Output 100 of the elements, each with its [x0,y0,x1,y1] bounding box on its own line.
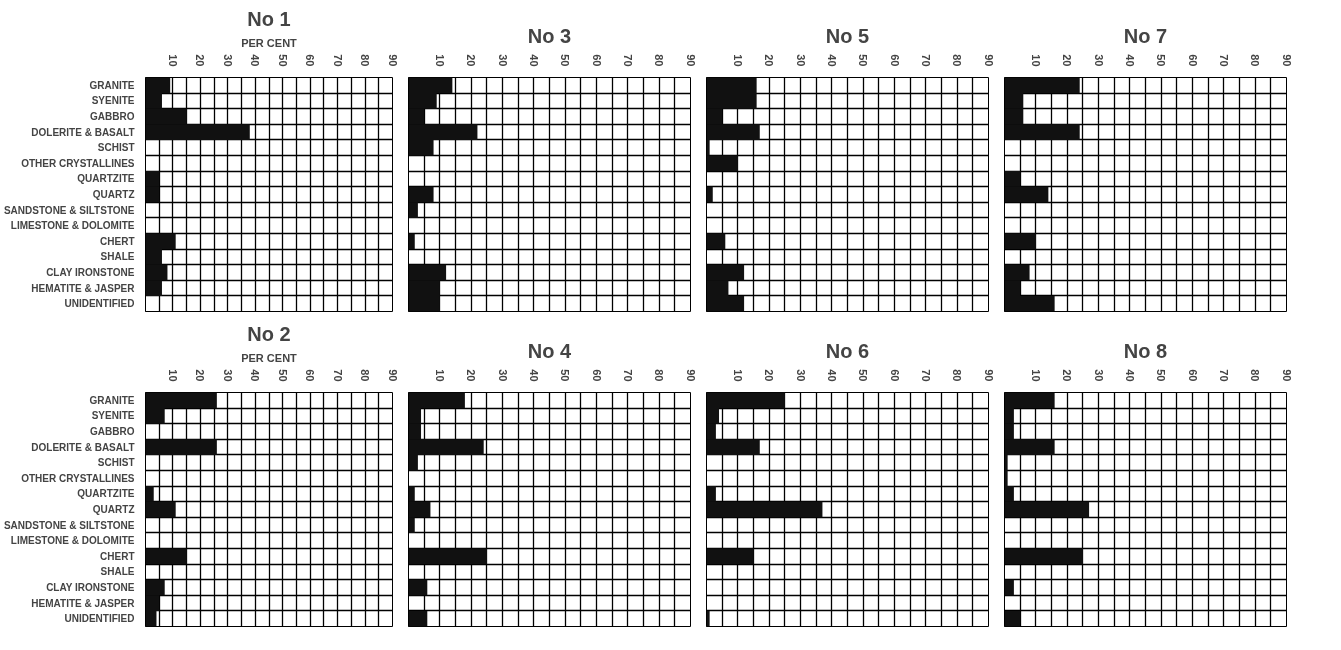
y-tick-label: CLAY IRONSTONE [46,267,135,278]
y-tick-label: CLAY IRONSTONE [46,582,135,593]
y-tick-label: OTHER CRYSTALLINES [21,472,135,484]
x-tick-label: 40 [825,54,838,67]
y-tick-label: SHALE [100,251,135,263]
x-tick-label: 50 [1155,54,1168,67]
y-tick-label: GABBRO [90,111,135,122]
x-tick-label: 70 [919,54,932,67]
y-tick-label: UNIDENTIFIED [64,613,135,625]
x-tick-label: 50 [559,369,572,382]
x-tick-label: 10 [1029,54,1042,67]
x-tick-label: 80 [359,54,372,67]
y-tick-label: GABBRO [90,426,135,437]
chart-title: No 1 [247,7,291,30]
x-tick-label: 20 [763,54,776,67]
x-tick-label: 30 [221,54,234,67]
x-tick-label: 10 [433,54,446,67]
x-tick-label: 10 [731,369,744,382]
x-tick-label: 20 [763,369,776,382]
y-tick-label: SCHIST [97,142,135,154]
x-tick-label: 70 [621,54,634,67]
chart-title: No 3 [527,24,572,47]
x-tick-label: 10 [166,54,179,67]
x-tick-label: 40 [1123,369,1136,382]
x-tick-label: 60 [1186,54,1199,67]
y-tick-label: SYENITE [91,410,135,422]
x-axis-title: PER CENT [241,352,298,365]
y-tick-label: OTHER CRYSTALLINES [21,157,135,169]
x-tick-label: 20 [194,369,207,382]
x-tick-label: 90 [1280,369,1293,382]
y-tick-label: LIMESTONE & DOLOMITE [10,220,135,232]
x-tick-label: 30 [1092,54,1105,67]
x-tick-label: 60 [590,54,603,67]
y-tick-label: LIMESTONE & DOLOMITE [10,535,135,547]
x-tick-label: 80 [951,369,964,382]
x-tick-label: 30 [221,369,234,382]
x-tick-label: 90 [386,54,399,67]
y-tick-label: SHALE [100,566,135,578]
x-tick-label: 60 [888,54,901,67]
x-tick-label: 70 [331,54,344,67]
x-tick-label: 20 [1061,54,1074,67]
x-tick-label: 80 [1249,54,1262,67]
y-tick-label: UNIDENTIFIED [64,298,135,310]
chart-title: No 4 [527,339,573,362]
x-tick-label: 80 [653,369,666,382]
y-tick-label: CHERT [100,235,135,247]
x-tick-label: 70 [1217,54,1230,67]
x-tick-label: 30 [1092,369,1105,382]
y-tick-label: SANDSTONE & SILTSTONE [3,204,135,216]
x-tick-label: 50 [1155,369,1168,382]
chart-title: No 7 [1123,24,1168,47]
y-tick-label: SYENITE [91,95,135,107]
y-tick-label: CHERT [100,550,135,562]
x-tick-label: 90 [1280,54,1293,67]
x-tick-label: 40 [249,369,262,382]
x-tick-label: 90 [982,369,995,382]
x-tick-label: 20 [194,54,207,67]
x-tick-label: 60 [1186,369,1199,382]
y-tick-label: DOLERITE & BASALT [31,126,135,138]
x-tick-label: 20 [1061,369,1074,382]
x-tick-label: 50 [559,54,572,67]
x-tick-label: 70 [621,369,634,382]
y-tick-label: QUARTZITE [77,488,135,500]
x-tick-label: 10 [1029,369,1042,382]
x-tick-label: 20 [465,54,478,67]
x-tick-label: 50 [857,54,870,67]
x-tick-label: 80 [951,54,964,67]
chart-title: No 2 [247,322,291,345]
x-tick-label: 60 [888,369,901,382]
y-tick-label: SANDSTONE & SILTSTONE [3,519,135,531]
x-tick-label: 80 [653,54,666,67]
y-tick-label: GRANITE [89,394,135,406]
y-tick-label: QUARTZ [92,504,135,515]
x-tick-label: 30 [794,369,807,382]
x-tick-label: 40 [527,369,540,382]
x-axis-title: PER CENT [241,37,298,50]
x-tick-label: 90 [982,54,995,67]
x-tick-label: 10 [731,54,744,67]
y-tick-label: QUARTZITE [77,173,135,185]
x-tick-label: 40 [1123,54,1136,67]
chart-title: No 5 [825,24,870,47]
chart-title: No 6 [825,339,870,362]
x-tick-label: 60 [304,54,317,67]
y-tick-label: HEMATITE & JASPER [31,282,136,294]
x-tick-label: 80 [359,369,372,382]
y-tick-label: HEMATITE & JASPER [31,597,136,609]
x-tick-label: 70 [1217,369,1230,382]
x-tick-label: 40 [527,54,540,67]
x-tick-label: 60 [304,369,317,382]
x-tick-label: 40 [249,54,262,67]
x-tick-label: 80 [1249,369,1262,382]
x-tick-label: 40 [825,369,838,382]
x-tick-label: 50 [276,54,289,67]
x-tick-label: 30 [496,369,509,382]
x-tick-label: 50 [857,369,870,382]
x-tick-label: 50 [276,369,289,382]
x-tick-label: 60 [590,369,603,382]
x-tick-label: 20 [465,369,478,382]
x-tick-label: 10 [166,369,179,382]
x-tick-label: 90 [684,54,697,67]
